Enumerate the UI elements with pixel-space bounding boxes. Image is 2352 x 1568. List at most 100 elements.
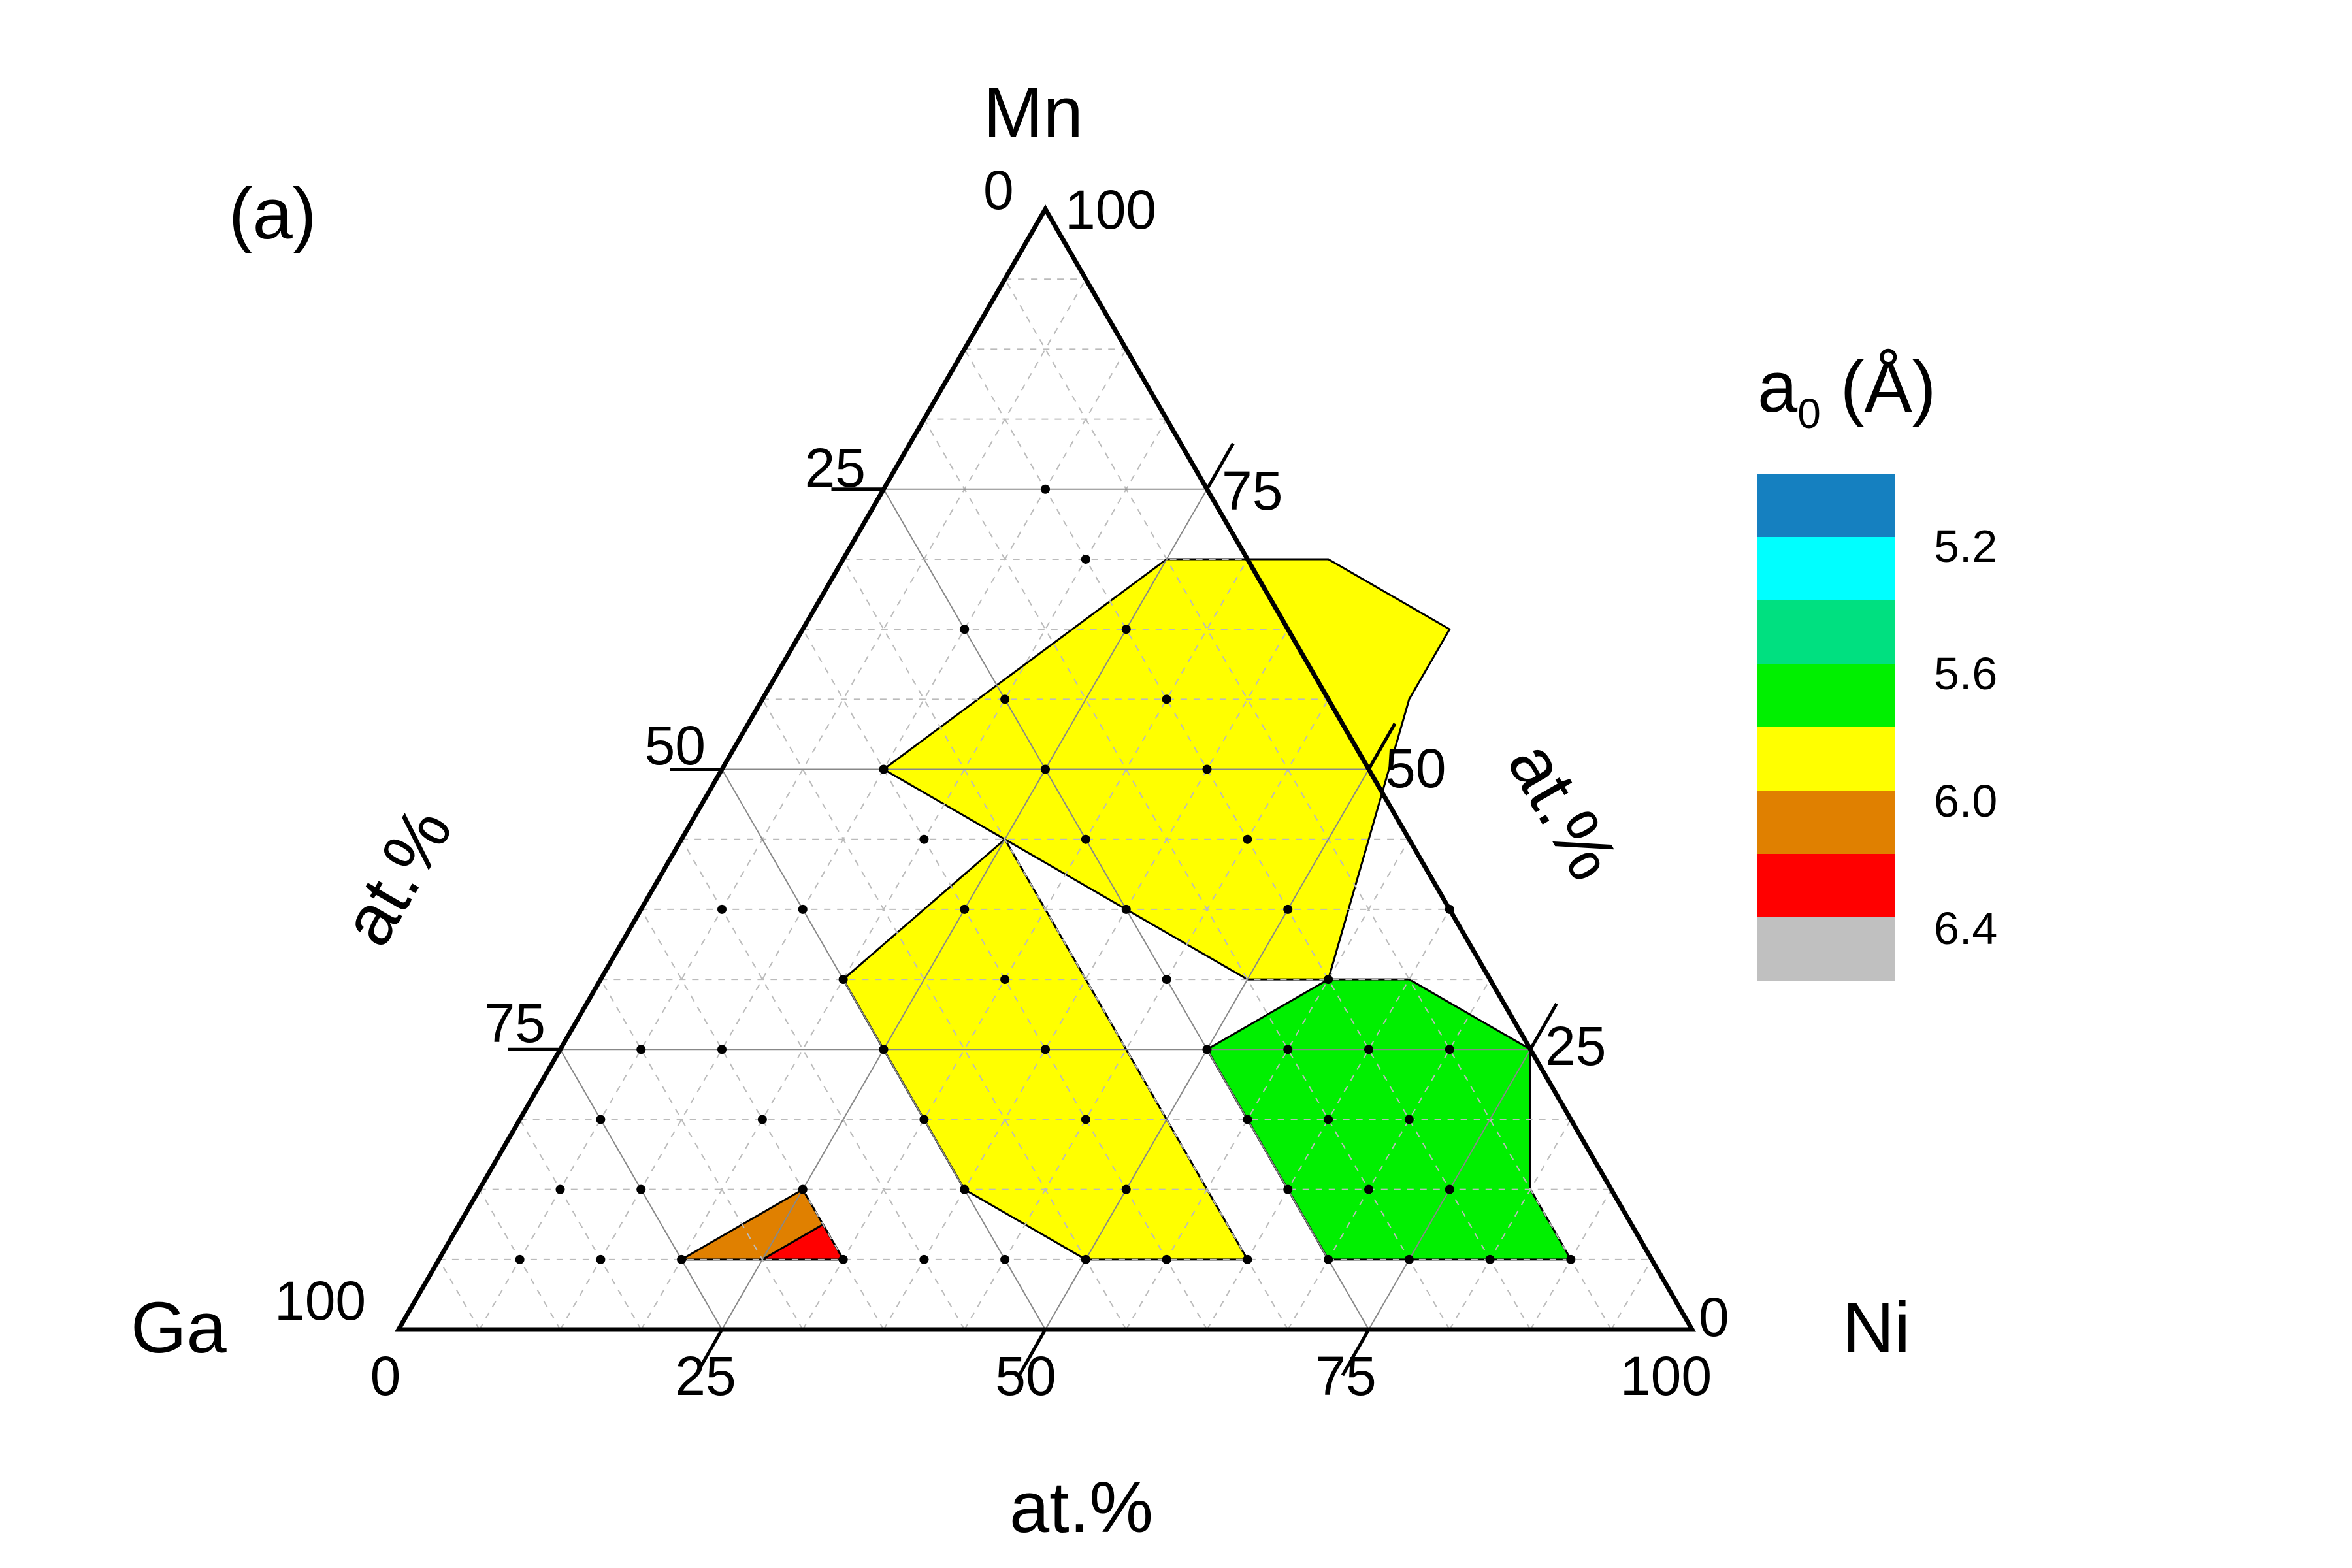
sample-point <box>1202 1045 1212 1054</box>
sample-point <box>1566 1254 1576 1264</box>
sample-point <box>879 764 889 774</box>
colorbar-bin-1 <box>1757 537 1895 600</box>
sample-point <box>1324 1115 1333 1124</box>
colorbar-bin-2 <box>1757 600 1895 664</box>
sample-point <box>1121 1184 1131 1194</box>
sample-point <box>677 1254 687 1264</box>
panel-label: (a) <box>229 174 316 254</box>
gridline-ni <box>964 698 1329 1330</box>
sample-point <box>1202 764 1212 774</box>
tick-mark-right <box>1205 442 1235 490</box>
tick-mark-right <box>1529 1003 1558 1051</box>
colorbar-bin-0 <box>1757 474 1895 537</box>
tick-right-75: 75 <box>1222 460 1282 521</box>
tick-right-25: 25 <box>1545 1015 1606 1077</box>
tick-bottom-50: 50 <box>995 1345 1056 1407</box>
gridline-ga <box>842 559 1289 1330</box>
gridline-ga <box>802 629 1208 1330</box>
sample-point <box>1121 904 1131 914</box>
tick-left-50: 50 <box>645 715 706 776</box>
sample-point <box>1324 1254 1333 1264</box>
colorbar-tick-6-0: 6.0 <box>1934 776 1997 826</box>
tick-bottom-75: 75 <box>1315 1345 1376 1407</box>
colorbar-bin-6 <box>1757 854 1895 917</box>
sample-point <box>838 1254 848 1264</box>
tick-mark-bottom <box>1017 1328 1047 1377</box>
sample-point <box>636 1045 646 1054</box>
sample-point <box>1243 834 1252 844</box>
tick-mark-bottom <box>1341 1328 1371 1377</box>
tick-ni-right: 0 <box>1699 1286 1729 1348</box>
sample-point <box>1162 1254 1171 1264</box>
sample-point <box>1283 1045 1293 1054</box>
sample-point <box>1445 1045 1454 1054</box>
colorbar-title-a: a <box>1757 347 1798 427</box>
sample-point <box>1162 694 1171 704</box>
colorbar-bin-7 <box>1757 917 1895 981</box>
corner-label-ga: Ga <box>131 1288 227 1368</box>
colorbar-bin-4 <box>1757 727 1895 791</box>
colorbar-title: a0 (Å) <box>1757 347 1936 437</box>
tick-ga-left: 100 <box>274 1270 366 1331</box>
sample-point <box>1445 1184 1454 1194</box>
sample-point <box>1081 554 1090 564</box>
sample-point <box>717 1045 727 1054</box>
sample-point <box>555 1184 565 1194</box>
sample-point <box>1283 1184 1293 1194</box>
tick-mn-top-right: 100 <box>1065 179 1156 240</box>
gridline-ni <box>478 278 1086 1330</box>
sample-point <box>1000 1254 1010 1264</box>
corner-label-mn: Mn <box>983 73 1083 153</box>
tick-mark-bottom <box>694 1328 724 1377</box>
gridline-ga <box>681 839 966 1330</box>
axis-label-left: at.% <box>326 794 468 958</box>
sample-point <box>1162 975 1171 985</box>
sample-point <box>1404 1115 1414 1124</box>
gridline-ni <box>1287 979 1491 1330</box>
gridline-ni <box>640 419 1168 1330</box>
sample-point <box>1000 975 1010 985</box>
axis-label-right: at.% <box>1492 728 1634 893</box>
axis-ticks <box>508 442 1558 1377</box>
sample-point <box>1324 975 1333 985</box>
colorbar-title-unit: (Å) <box>1840 347 1936 427</box>
tick-right-50: 50 <box>1385 738 1446 799</box>
sample-point <box>1364 1184 1373 1194</box>
sample-point <box>1081 834 1090 844</box>
gridline-ga <box>1004 278 1612 1330</box>
sample-point <box>798 904 808 914</box>
sample-point <box>879 1045 889 1054</box>
tick-mark-right <box>1367 723 1397 770</box>
axis-label-bottom: at.% <box>1009 1467 1153 1548</box>
tick-bottom-100: 100 <box>1620 1345 1712 1407</box>
gridline-ni <box>1610 1259 1652 1330</box>
sample-point <box>1081 1254 1090 1264</box>
gridline-ga <box>600 979 804 1330</box>
sample-point <box>1041 1045 1050 1054</box>
colorbar-tick-6-4: 6.4 <box>1934 903 1997 954</box>
gridline-ga <box>923 419 1450 1330</box>
sample-point <box>1041 764 1050 774</box>
sample-point <box>1000 694 1010 704</box>
colorbar-tick-5-2: 5.2 <box>1934 521 1997 572</box>
tick-bottom-25: 25 <box>675 1345 736 1407</box>
gridline-ni <box>883 629 1289 1330</box>
gridline-ga <box>762 698 1127 1330</box>
gridline-ga <box>519 1119 642 1330</box>
sample-point <box>757 1115 767 1124</box>
sample-point <box>919 1115 929 1124</box>
sample-point <box>596 1254 606 1264</box>
gridline-ni <box>802 559 1249 1330</box>
sample-point <box>1364 1045 1373 1054</box>
sample-point <box>515 1254 525 1264</box>
colorbar-bin-3 <box>1757 664 1895 727</box>
gridline-ni <box>1125 839 1410 1330</box>
sample-point <box>717 904 727 914</box>
colorbar-bin-5 <box>1757 791 1895 854</box>
sample-point <box>1243 1254 1252 1264</box>
sample-point <box>1243 1115 1252 1124</box>
colorbar-title-sub: 0 <box>1797 390 1821 437</box>
sample-point <box>1404 1254 1414 1264</box>
sample-point <box>636 1184 646 1194</box>
